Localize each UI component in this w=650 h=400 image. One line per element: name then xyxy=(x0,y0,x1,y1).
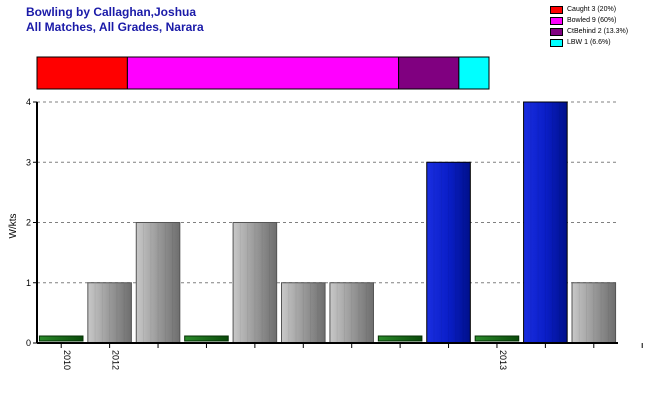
y-tick-label: 3 xyxy=(26,157,31,167)
chart-title: Bowling by Callaghan,Joshua xyxy=(26,5,197,19)
bar xyxy=(87,282,132,344)
legend-swatch xyxy=(550,5,563,14)
gridlines xyxy=(37,101,618,284)
legend-swatch xyxy=(550,27,563,36)
x-tick-label: 2010 xyxy=(62,350,72,370)
x-tick-label: 2012 xyxy=(111,350,121,370)
y-axis-label: W/kts xyxy=(8,214,19,239)
y-tick-label: 2 xyxy=(26,218,31,228)
y-ticks: 0 1 2 3 4 xyxy=(26,97,37,348)
bar xyxy=(571,282,617,344)
legend-item: Bowled 9 (60%) xyxy=(550,15,628,26)
bar xyxy=(38,335,84,342)
bar xyxy=(281,282,326,344)
x-tick-label: 2013 xyxy=(498,350,508,370)
legend-item: LBW 1 (6.6%) xyxy=(550,37,628,48)
y-tick-label: 0 xyxy=(26,338,31,348)
bar xyxy=(523,101,568,344)
dismissal-segment xyxy=(126,56,400,90)
bar xyxy=(184,335,229,342)
legend-swatch xyxy=(550,38,563,47)
legend-item: Caught 3 (20%) xyxy=(550,4,628,15)
y-tick-label: 1 xyxy=(26,278,31,288)
x-ticks: 2010 2012 2013 xyxy=(60,343,643,370)
dismissal-proportion-bar xyxy=(36,56,490,90)
bar xyxy=(474,335,520,342)
bar xyxy=(329,282,374,344)
bar xyxy=(426,161,471,344)
legend: Caught 3 (20%) Bowled 9 (60%) CtBehind 2 (… xyxy=(550,4,628,48)
bar xyxy=(377,335,423,342)
legend-label: Caught 3 (20%) xyxy=(567,6,617,13)
legend-label: Bowled 9 (60%) xyxy=(567,17,617,24)
legend-label: LBW 1 (6.6%) xyxy=(567,39,611,46)
bar xyxy=(232,222,278,344)
legend-label: CtBehind 2 (13.3%) xyxy=(567,28,629,35)
y-tick-label: 4 xyxy=(26,97,31,107)
dismissal-segment xyxy=(458,56,490,90)
chart-subtitle: All Matches, All Grades, Narara xyxy=(26,20,204,34)
legend-item: CtBehind 2 (13.3%) xyxy=(550,26,628,37)
bar xyxy=(135,222,181,344)
legend-swatch xyxy=(550,16,563,25)
dismissal-segment xyxy=(398,56,460,90)
dismissal-segment xyxy=(36,56,128,90)
bars xyxy=(38,101,617,344)
